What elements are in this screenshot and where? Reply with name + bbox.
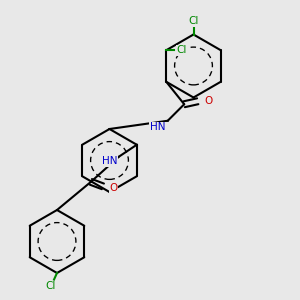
Text: O: O xyxy=(110,183,118,193)
Text: Cl: Cl xyxy=(46,281,56,291)
Text: HN: HN xyxy=(102,156,117,166)
Text: O: O xyxy=(204,96,213,106)
Text: Cl: Cl xyxy=(177,45,187,55)
Text: Cl: Cl xyxy=(188,16,199,26)
Text: HN: HN xyxy=(150,122,165,132)
